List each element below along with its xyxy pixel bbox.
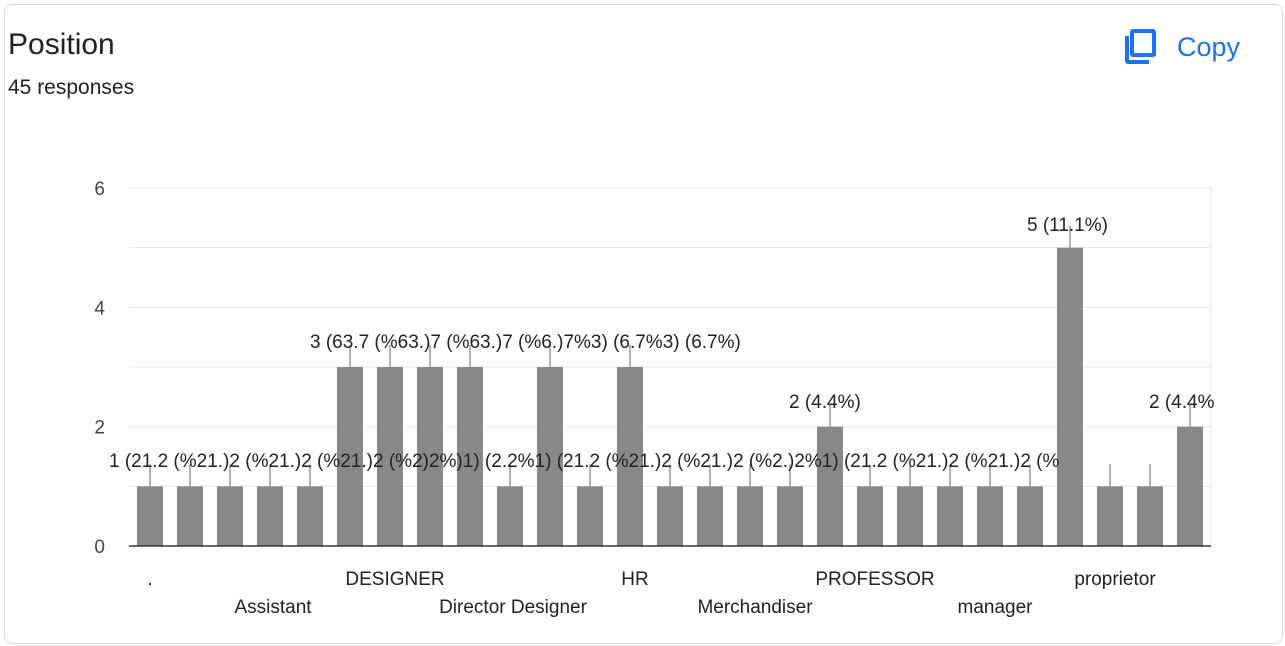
bar — [1177, 426, 1203, 546]
bar — [817, 426, 843, 546]
bar — [857, 486, 883, 546]
x-category-label: DESIGNER — [345, 569, 444, 590]
bar — [417, 367, 443, 546]
bar-chart: 0 2 4 6. Assistant DESIGNER Director Designer H… — [94, 179, 1215, 618]
y-tick-label: 0 — [94, 537, 105, 558]
bar — [897, 486, 923, 546]
bar — [497, 486, 523, 546]
x-category-label: Director Designer — [439, 597, 587, 618]
chart-card: Position 45 responses Copy 0 2 4 6. Assistan… — [4, 4, 1283, 644]
copy-label: Copy — [1177, 31, 1241, 62]
bar — [697, 486, 723, 546]
copy-icon — [1121, 25, 1161, 70]
data-label: 5 (11.1%) — [1027, 215, 1108, 236]
bar — [937, 486, 963, 546]
y-tick-label: 6 — [94, 179, 105, 200]
copy-button[interactable]: Copy — [1121, 25, 1240, 69]
bar — [617, 367, 643, 546]
bar — [137, 486, 163, 546]
bar — [657, 486, 683, 546]
bar — [777, 486, 803, 546]
x-category-label: Merchandiser — [697, 597, 813, 618]
bar — [977, 486, 1003, 546]
question-title: Position — [8, 28, 115, 61]
bar — [1137, 486, 1163, 546]
bar — [1017, 486, 1043, 546]
bar — [177, 486, 203, 546]
y-tick-label: 2 — [94, 418, 105, 439]
response-count: 45 responses — [8, 76, 135, 99]
bar — [577, 486, 603, 546]
data-label: 2 (4.4% — [1149, 392, 1215, 413]
bar — [537, 367, 563, 546]
bar — [217, 486, 243, 546]
data-label: 1 (21.2 (%21.)2 (%21.)2 (%21.)2 (%2)2%)1… — [109, 451, 1059, 472]
x-category-label: . — [147, 569, 152, 590]
x-category-label: Assistant — [234, 597, 312, 618]
bar — [1097, 486, 1123, 546]
x-category-label: proprietor — [1074, 569, 1156, 590]
bar — [297, 486, 323, 546]
x-category-label: HR — [621, 569, 648, 590]
bar — [377, 367, 403, 546]
data-label: 3 (63.7 (%63.)7 (%63.)7 (%6.)7%3) (6.7%3… — [310, 332, 741, 353]
x-category-label: PROFESSOR — [815, 569, 934, 590]
bar — [337, 367, 363, 546]
x-category-label: manager — [958, 597, 1034, 618]
bar — [257, 486, 283, 546]
bar — [457, 367, 483, 546]
bar — [1057, 247, 1083, 546]
y-tick-label: 4 — [94, 298, 105, 319]
bar — [737, 486, 763, 546]
data-label: 2 (4.4%) — [789, 392, 861, 413]
